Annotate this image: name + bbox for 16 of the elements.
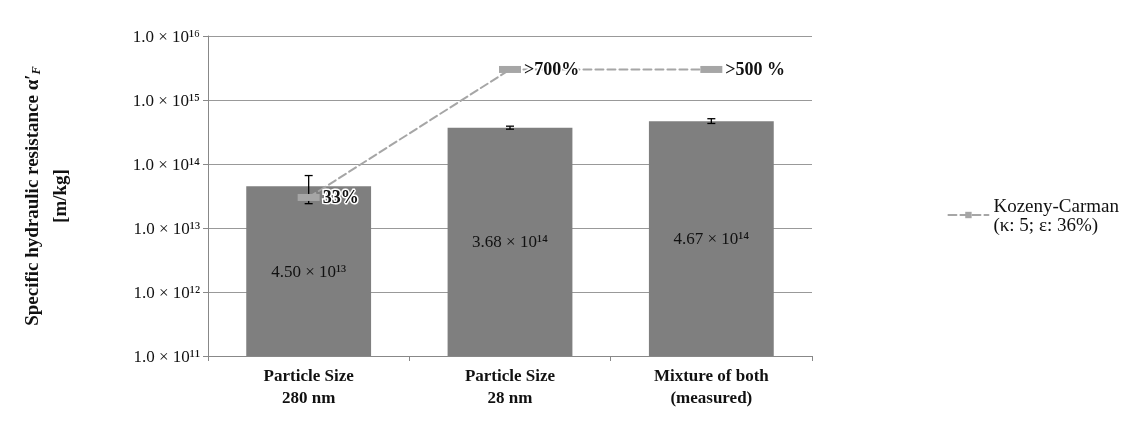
data-label: 4.50 × 10¹³ [271,261,347,281]
annotation: >700% [524,59,580,80]
y-tick-label: 1.0 × 10¹⁴ [132,154,201,174]
y-tick-label: 1.0 × 10¹² [133,282,200,302]
y-tick-label: 1.0 × 10¹⁶ [132,26,201,46]
text: Specific hydraulic resistance α′F [m/kg] [20,66,70,326]
y-tick-label: 1.0 × 10¹¹ [133,346,200,366]
x-tick-label: Particle Size 28 nm [464,365,556,407]
data-label: 4.67 × 10¹⁴ [673,229,750,249]
y-tick-label: 1.0 × 10¹⁵ [132,90,201,110]
data-label: 3.68 × 10¹⁴ [472,232,548,252]
annotation: >500 % [725,59,786,80]
y-tick-label: 1.0 × 10¹³ [133,218,200,238]
legend-label: Kozeny-Carman (κ: 5; ε: 36%) [993,195,1120,236]
x-tick-label: Mixture of both (measured) [653,365,770,407]
x-tick-label: Particle Size 280 nm [263,365,355,407]
